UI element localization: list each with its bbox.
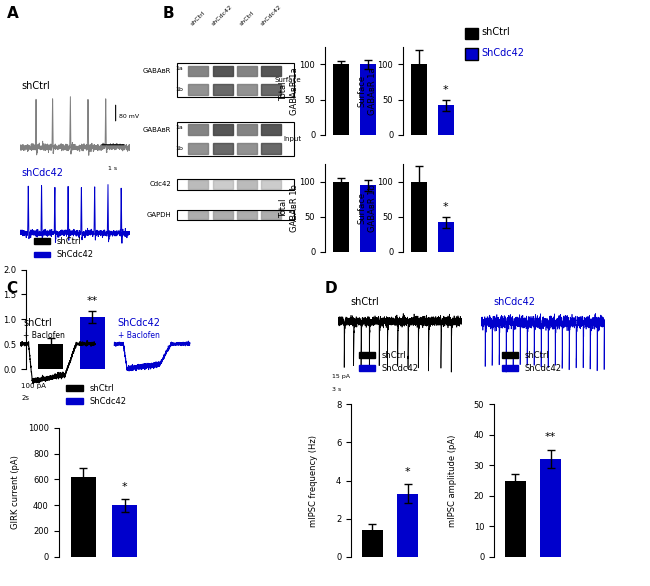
Bar: [437, 223, 454, 252]
Text: **: **: [545, 432, 556, 442]
Bar: [71, 477, 96, 557]
Bar: [261, 66, 281, 76]
Legend: shCtrl, ShCdc42: shCtrl, ShCdc42: [498, 347, 565, 376]
Text: shCdc42: shCdc42: [21, 168, 64, 178]
Text: shCdc42: shCdc42: [260, 4, 283, 27]
Text: D: D: [325, 281, 337, 296]
Text: + Baclofen: + Baclofen: [23, 332, 65, 340]
Text: ShCdc42: ShCdc42: [481, 47, 524, 58]
Bar: [261, 84, 281, 95]
Bar: [411, 64, 427, 135]
Text: shCtrl: shCtrl: [21, 80, 51, 90]
Bar: [188, 66, 208, 76]
Bar: [504, 481, 526, 557]
Text: shCdc42: shCdc42: [211, 4, 234, 27]
Text: 2s: 2s: [21, 395, 29, 401]
Bar: [540, 459, 562, 557]
Text: 1b: 1b: [176, 87, 183, 92]
Bar: [411, 182, 427, 252]
Bar: [177, 122, 294, 156]
Bar: [213, 211, 233, 219]
Bar: [359, 64, 376, 135]
Y-axis label: GIRK current (pA): GIRK current (pA): [11, 455, 20, 529]
Bar: [237, 84, 257, 95]
Text: 1b: 1b: [176, 146, 183, 151]
Legend: shCtrl, ShCdc42: shCtrl, ShCdc42: [30, 234, 97, 263]
Text: shCtrl: shCtrl: [239, 11, 255, 27]
Bar: [237, 124, 257, 135]
Bar: [237, 180, 257, 189]
Text: *: *: [405, 466, 411, 477]
Bar: [237, 66, 257, 76]
Y-axis label: Total
GABAʙR 1a: Total GABAʙR 1a: [280, 67, 299, 115]
Bar: [38, 345, 63, 369]
Bar: [177, 210, 294, 220]
Y-axis label: Total
GABAʙR 1b: Total GABAʙR 1b: [280, 184, 299, 232]
Text: GABAʙR: GABAʙR: [143, 127, 171, 132]
Bar: [237, 211, 257, 219]
Text: + Baclofen: + Baclofen: [118, 332, 160, 340]
Bar: [361, 530, 383, 557]
Bar: [213, 180, 233, 189]
Bar: [261, 124, 281, 135]
Text: Surface: Surface: [274, 77, 301, 83]
Text: shCdc42: shCdc42: [493, 298, 536, 308]
Text: 80 mV: 80 mV: [119, 114, 139, 119]
Text: 1a: 1a: [176, 66, 183, 71]
Text: GABAʙR: GABAʙR: [143, 68, 171, 74]
Legend: shCtrl, ShCdc42: shCtrl, ShCdc42: [355, 347, 422, 376]
Text: *: *: [443, 85, 448, 95]
Text: GAPDH: GAPDH: [146, 212, 171, 218]
Bar: [359, 185, 376, 252]
Bar: [213, 124, 233, 135]
Bar: [261, 143, 281, 154]
Text: *: *: [122, 482, 127, 492]
Bar: [333, 64, 349, 135]
Y-axis label: mIPSC frequency (Hz): mIPSC frequency (Hz): [309, 435, 318, 526]
Text: *: *: [443, 202, 448, 213]
Text: 1 s: 1 s: [108, 166, 117, 171]
Bar: [237, 143, 257, 154]
Text: A: A: [6, 6, 18, 21]
Bar: [333, 182, 349, 252]
Bar: [188, 124, 208, 135]
Bar: [261, 180, 281, 189]
Text: C: C: [6, 281, 18, 296]
Bar: [261, 211, 281, 219]
Bar: [188, 180, 208, 189]
Y-axis label: mIPSC amplitude (pA): mIPSC amplitude (pA): [448, 434, 456, 527]
Text: Input: Input: [283, 136, 301, 142]
Y-axis label: Surface
GABAʙR 1b: Surface GABAʙR 1b: [358, 184, 377, 232]
Bar: [177, 179, 294, 190]
Bar: [188, 84, 208, 95]
Text: shCtrl: shCtrl: [350, 298, 379, 308]
Text: 1a: 1a: [176, 125, 183, 130]
Text: **: **: [86, 296, 98, 306]
Bar: [213, 66, 233, 76]
Text: 15 pA: 15 pA: [332, 374, 350, 379]
Bar: [188, 211, 208, 219]
Legend: shCtrl, ShCdc42: shCtrl, ShCdc42: [62, 380, 129, 409]
Text: shCtrl: shCtrl: [481, 27, 510, 38]
Bar: [437, 105, 454, 135]
Text: Cdc42: Cdc42: [150, 182, 171, 188]
Bar: [188, 143, 208, 154]
Bar: [112, 505, 137, 557]
Bar: [397, 494, 419, 557]
Bar: [213, 84, 233, 95]
Bar: [80, 317, 105, 369]
Text: 100 pA: 100 pA: [21, 383, 46, 389]
Y-axis label: Surface
GABAʙR 1a: Surface GABAʙR 1a: [358, 67, 377, 115]
Text: shCtrl: shCtrl: [23, 318, 52, 328]
Bar: [177, 63, 294, 97]
Text: 3 s: 3 s: [332, 387, 341, 392]
Text: B: B: [162, 6, 174, 21]
Text: shCtrl: shCtrl: [190, 11, 207, 27]
Text: ShCdc42: ShCdc42: [118, 318, 161, 328]
Bar: [213, 143, 233, 154]
